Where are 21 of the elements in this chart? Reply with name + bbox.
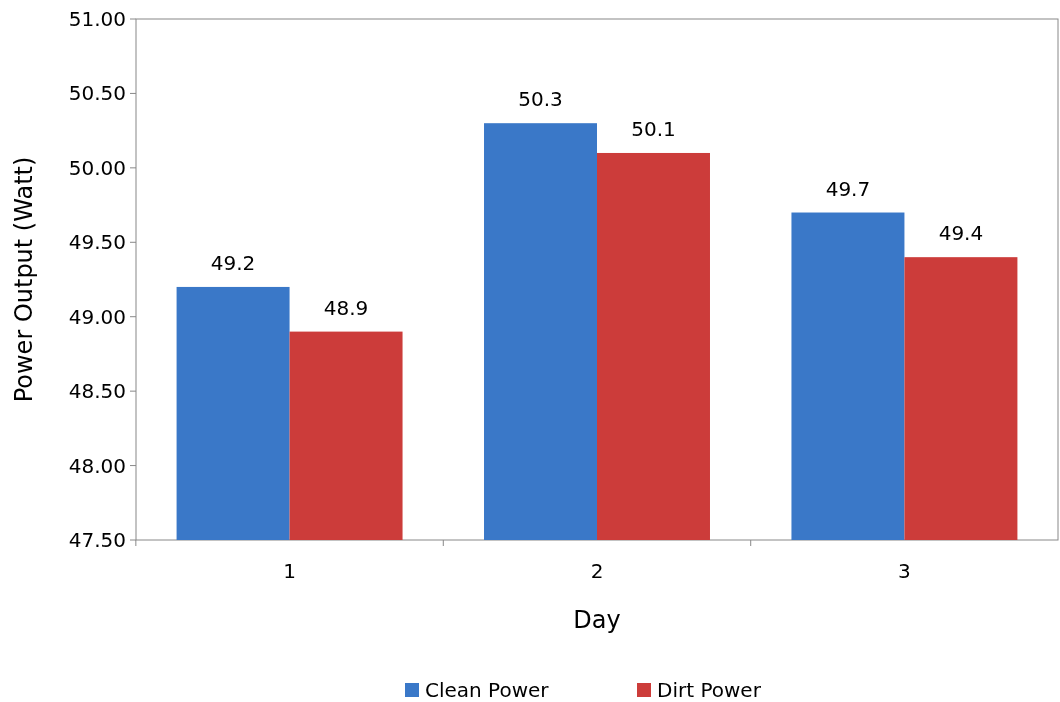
y-tick-label: 50.00 xyxy=(68,155,126,180)
y-tick-label: 49.50 xyxy=(68,230,126,255)
data-label: 50.1 xyxy=(631,116,676,141)
x-tick-label: 2 xyxy=(590,559,604,583)
y-tick-label: 48.50 xyxy=(68,379,126,404)
y-tick-label: 48.00 xyxy=(68,453,126,478)
data-label: 49.7 xyxy=(825,176,871,201)
y-tick-label: 47.50 xyxy=(68,528,126,552)
legend-label: Clean Power xyxy=(425,678,550,702)
data-label: 48.9 xyxy=(323,295,369,320)
data-label: 49.4 xyxy=(938,221,984,246)
y-tick-label: 49.00 xyxy=(68,304,126,329)
x-tick-label: 1 xyxy=(283,559,296,583)
y-tick-label: 51.00 xyxy=(68,7,126,31)
legend-label: Dirt Power xyxy=(657,678,762,702)
data-label: 49.2 xyxy=(210,250,256,275)
data-label: 50.3 xyxy=(518,87,563,112)
y-tick-label: 50.50 xyxy=(68,81,126,106)
x-axis-title: Day xyxy=(573,606,621,634)
x-tick-label: 3 xyxy=(898,559,911,583)
y-axis-title: Power Output (Watt) xyxy=(10,156,38,403)
